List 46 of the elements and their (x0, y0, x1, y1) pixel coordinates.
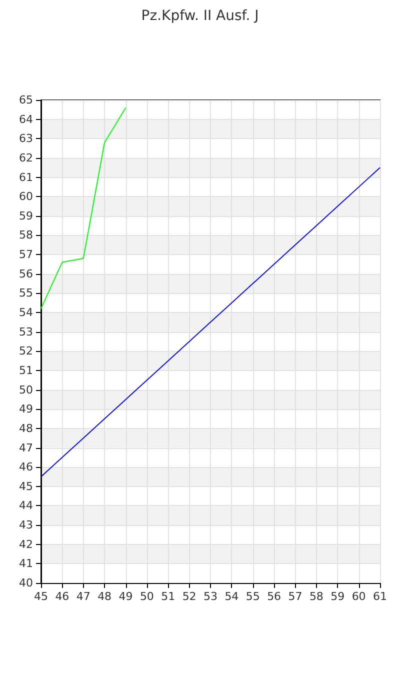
y-tick-label: 47 (19, 441, 33, 454)
y-tick-label: 51 (19, 364, 33, 377)
x-tick-label: 52 (182, 590, 196, 603)
x-tick-label: 53 (204, 590, 218, 603)
y-tick-label: 58 (19, 228, 33, 242)
y-tick-label: 62 (19, 151, 33, 164)
x-tick-label: 60 (352, 590, 366, 603)
x-tick-label: 54 (224, 590, 239, 603)
y-tick-label: 50 (19, 383, 33, 396)
chart-title: Pz.Kpfw. II Ausf. J (141, 8, 259, 24)
line-series (40, 167, 380, 478)
y-tick-label: 46 (19, 460, 33, 474)
y-tick-label: 45 (19, 480, 33, 493)
x-tick-label: 57 (288, 590, 302, 603)
y-tick-label: 57 (19, 248, 33, 262)
y-tick-label: 42 (19, 538, 33, 551)
y-tick-label: 61 (19, 170, 33, 184)
y-tick-label: 65 (19, 94, 33, 106)
x-tick-label: 58 (309, 590, 324, 603)
x-tick-label: 48 (98, 590, 112, 603)
x-tick-label: 45 (34, 590, 48, 603)
line-series (40, 107, 126, 310)
y-tick-label: 63 (19, 132, 33, 146)
y-tick-label: 56 (19, 267, 33, 280)
y-tick-label: 55 (19, 286, 33, 300)
x-tick-label: 56 (267, 590, 282, 603)
x-tick-label: 61 (373, 590, 387, 603)
x-tick-label: 47 (76, 590, 90, 603)
y-tick-label: 54 (19, 306, 33, 320)
x-tick-label: 49 (118, 590, 133, 603)
y-tick-label: 43 (19, 518, 33, 532)
y-tick-label: 52 (19, 344, 33, 358)
y-tick-label: 49 (19, 402, 33, 416)
x-tick-label: 50 (140, 590, 154, 603)
x-tick-label: 46 (55, 590, 70, 603)
y-tick-label: 64 (19, 112, 33, 126)
y-tick-label: 59 (19, 209, 33, 222)
y-tick-label: 41 (19, 557, 33, 570)
y-tick-label: 48 (19, 422, 33, 435)
y-tick-label: 53 (19, 325, 33, 338)
x-tick-label: 55 (246, 590, 260, 603)
y-tick-label: 60 (19, 190, 33, 204)
x-tick-label: 59 (330, 590, 345, 603)
y-tick-label: 44 (19, 499, 33, 512)
x-tick-label: 51 (161, 590, 176, 603)
y-tick-label: 40 (19, 576, 33, 590)
